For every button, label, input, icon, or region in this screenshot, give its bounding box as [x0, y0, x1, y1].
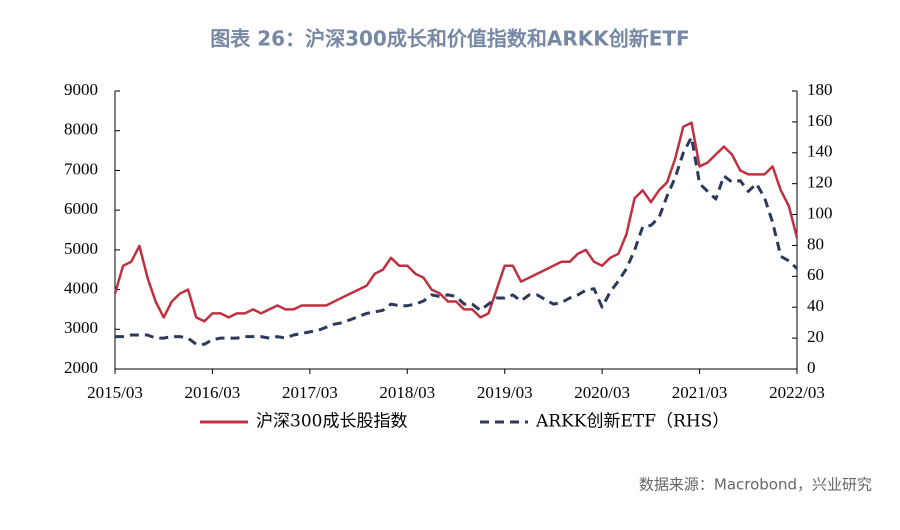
- y2-tick-label: 0: [807, 358, 816, 377]
- y-tick-label: 5000: [64, 239, 98, 258]
- y2-tick-label: 180: [807, 80, 833, 99]
- y2-tick-label: 80: [807, 234, 824, 253]
- x-tick-label: 2022/03: [769, 383, 825, 402]
- y-tick-label: 6000: [64, 199, 98, 218]
- y2-tick-label: 40: [807, 296, 824, 315]
- legend-label: 沪深300成长股指数: [256, 412, 407, 432]
- series-line: [115, 135, 799, 346]
- x-tick-label: 2021/03: [672, 383, 728, 402]
- series-line: [113, 121, 799, 323]
- y-tick-label: 4000: [64, 278, 98, 297]
- chart-title: 图表 26：沪深300成长和价值指数和ARKK创新ETF: [210, 27, 689, 51]
- x-tick-label: 2020/03: [574, 383, 630, 402]
- legend-label: ARKK创新ETF（RHS）: [535, 412, 729, 432]
- x-tick-label: 2015/03: [87, 383, 143, 402]
- x-tick-label: 2016/03: [185, 383, 241, 402]
- y2-tick-label: 140: [807, 142, 833, 161]
- y-tick-label: 7000: [64, 159, 98, 178]
- y2-tick-label: 100: [807, 203, 833, 222]
- x-tick-label: 2017/03: [282, 383, 338, 402]
- y-tick-label: 8000: [64, 120, 98, 139]
- y-tick-label: 3000: [64, 318, 98, 337]
- y-tick-label: 2000: [64, 358, 98, 377]
- source-note: 数据来源：Macrobond，兴业研究: [639, 476, 872, 494]
- y2-tick-label: 160: [807, 111, 833, 130]
- y2-tick-label: 120: [807, 173, 833, 192]
- y2-tick-label: 20: [807, 327, 824, 346]
- x-tick-label: 2019/03: [477, 383, 533, 402]
- y-tick-label: 9000: [64, 80, 98, 99]
- x-tick-label: 2018/03: [379, 383, 435, 402]
- y2-tick-label: 60: [807, 265, 824, 284]
